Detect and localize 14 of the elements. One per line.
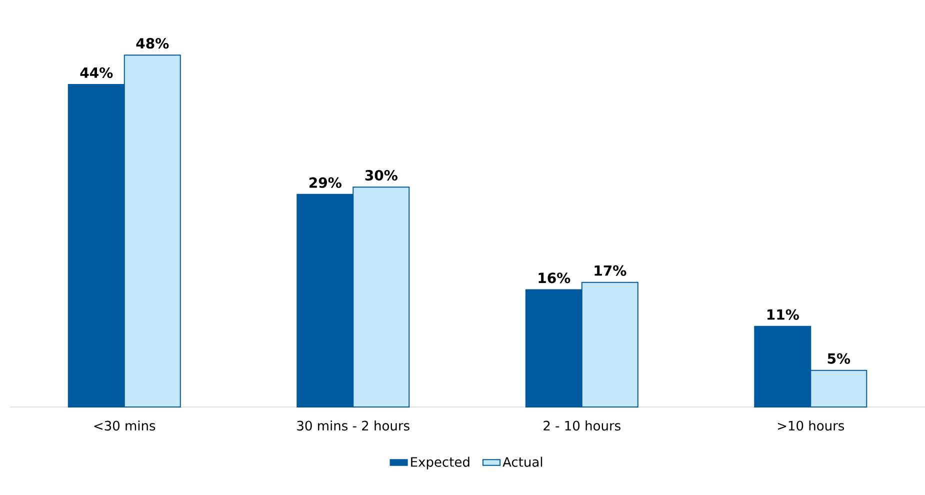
data-label: 44% (80, 67, 113, 78)
x-tick-label: <30 mins (94, 420, 156, 431)
data-label: 29% (309, 177, 342, 188)
x-tick-label: 30 mins - 2 hours (297, 420, 410, 431)
x-tick-label: 2 - 10 hours (544, 420, 620, 431)
data-label: 16% (538, 272, 570, 284)
data-label: 11% (767, 309, 799, 320)
data-label: 17% (594, 265, 626, 276)
x-tick-label: >10 hours (778, 420, 844, 431)
data-label: 48% (136, 38, 169, 49)
data-label: 5% (828, 353, 850, 364)
legend-label: Expected (411, 456, 470, 470)
data-label: 30% (365, 170, 398, 181)
legend-label: Actual (502, 456, 542, 467)
